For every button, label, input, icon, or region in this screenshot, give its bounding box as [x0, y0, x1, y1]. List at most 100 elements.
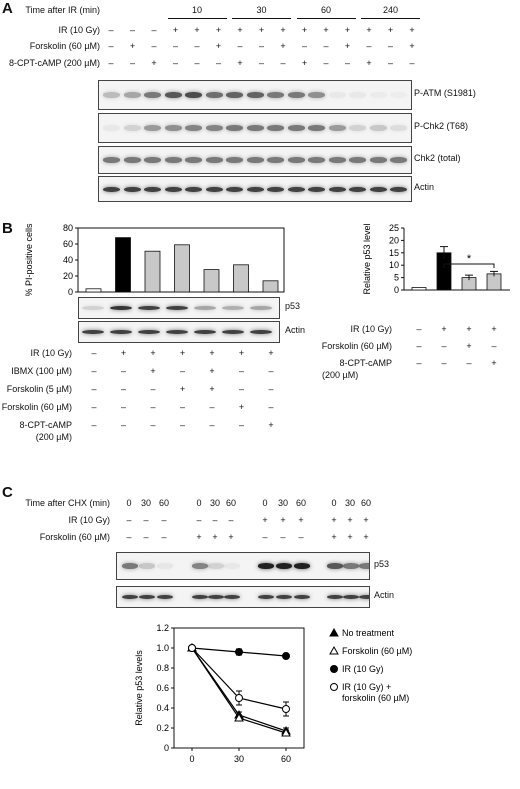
- panel-b-right-cell: –: [466, 358, 472, 368]
- blot-band: [185, 125, 202, 132]
- panel-a-cell: +: [280, 25, 286, 35]
- blot-band: [122, 563, 138, 570]
- panel-c-cell: –: [126, 532, 132, 542]
- x-tick-label: 30: [234, 754, 244, 764]
- panel-b-row-label: IBMX (100 µM): [11, 366, 72, 376]
- panel-c-cell: 30: [277, 498, 288, 508]
- panel-c-cell: +: [262, 515, 268, 525]
- panel-b-cell: –: [120, 402, 126, 412]
- panel-b-cell: –: [91, 348, 97, 358]
- x-tick-label: 60: [281, 754, 291, 764]
- panel-b-letter: B: [2, 220, 13, 237]
- y-tick-label: 0.6: [156, 683, 169, 693]
- panel-b-cell: –: [150, 402, 156, 412]
- panel-a-blot-label: P-ATM (S1981): [414, 88, 476, 98]
- series-marker: [329, 645, 339, 655]
- y-tick-label: 40: [63, 255, 73, 265]
- panel-b-cell: –: [268, 402, 274, 412]
- panel-a-cell: +: [301, 25, 308, 35]
- blot-band: [185, 92, 202, 99]
- panel-b-cell: –: [120, 420, 126, 430]
- pi-bar: [144, 250, 161, 293]
- panel-b-right-cell: –: [416, 358, 422, 368]
- panel-b-right-cell: –: [416, 324, 422, 334]
- significance-bracket: [443, 263, 495, 268]
- panel-a-cell: –: [151, 25, 157, 35]
- panel-a-cell: +: [344, 25, 351, 35]
- panel-c-cell: 60: [158, 498, 169, 508]
- panel-b-right-cell: +: [466, 341, 472, 351]
- panel-a-cell: –: [108, 41, 114, 51]
- blot-band: [390, 125, 407, 132]
- y-tick-label: 0: [394, 285, 399, 295]
- panel-b-cell: –: [209, 402, 215, 412]
- blot-band: [226, 157, 243, 164]
- panel-c-blot: [116, 586, 370, 608]
- blot-band: [226, 186, 243, 192]
- blot-band: [267, 186, 284, 192]
- panel-a-cell: –: [172, 41, 178, 51]
- panel-b-cell: –: [268, 384, 274, 394]
- panel-b-cell: –: [150, 420, 156, 430]
- panel-b-cell: –: [120, 366, 126, 376]
- panel-a-cell: –: [194, 58, 200, 68]
- panel-c-cell: +: [212, 532, 218, 542]
- blot-band: [166, 306, 188, 311]
- panel-b-cell: –: [120, 384, 126, 394]
- panel-a-cell: –: [258, 58, 264, 68]
- blot-band: [123, 186, 141, 192]
- legend-label: IR (10 Gy): [342, 664, 384, 674]
- y-tick-label: 5: [394, 273, 399, 283]
- blot-band: [208, 595, 224, 600]
- pi-bar: [174, 244, 190, 293]
- panel-a-cell: –: [387, 41, 393, 51]
- panel-a-cell: –: [108, 25, 114, 35]
- blot-band: [144, 186, 161, 192]
- panel-c-cell: +: [228, 532, 234, 542]
- panel-b-row-label: Forskolin (5 µM): [6, 384, 72, 394]
- blot-band: [369, 157, 387, 164]
- blot-band: [267, 157, 284, 164]
- panel-c-blot: [116, 552, 370, 580]
- blot-band: [103, 125, 120, 132]
- blot-band: [205, 125, 223, 132]
- blot-band: [139, 563, 155, 570]
- blot-band: [138, 330, 160, 335]
- blot-band: [369, 125, 387, 132]
- panel-c-cell: –: [161, 532, 167, 542]
- panel-c-cell: 60: [225, 498, 236, 508]
- y-tick-label: 60: [63, 239, 73, 249]
- panel-c-cell: –: [161, 515, 167, 525]
- panel-b-row-label-2: (200 µM): [35, 432, 72, 442]
- y-tick-label: 10: [389, 260, 399, 270]
- panel-a-cell: +: [258, 25, 265, 35]
- panel-b-cell: –: [91, 366, 97, 376]
- blot-band: [287, 186, 305, 192]
- y-tick-label: 0.8: [156, 663, 169, 673]
- blot-band: [343, 595, 359, 600]
- y-tick-label: 0: [164, 743, 169, 753]
- blot-band: [369, 186, 387, 192]
- blot-band: [369, 92, 387, 99]
- blot-band: [267, 125, 284, 132]
- panel-a-cell: +: [301, 58, 308, 68]
- panel-b-cell: +: [209, 384, 215, 394]
- panel-b-cell: +: [179, 348, 186, 358]
- p53-decay-line-chart: 0 0.2 0.4 0.6 0.8 1.0 1.2 0 30 60 Relative p53 lev…: [134, 623, 412, 764]
- blot-band: [349, 157, 366, 164]
- panel-b-right-cell: –: [491, 341, 497, 351]
- panel-a-blot: [98, 176, 412, 202]
- panel-a-cell: –: [237, 41, 243, 51]
- blot-band: [82, 306, 104, 311]
- blot-band: [328, 157, 346, 164]
- panel-b-cell: –: [91, 402, 97, 412]
- panel-b-cell: +: [268, 420, 274, 430]
- panel-a-time-bracket: [296, 18, 356, 19]
- blot-band: [359, 563, 369, 570]
- blot-band: [246, 92, 264, 99]
- blot-band: [390, 186, 407, 192]
- blot-band: [122, 595, 138, 600]
- y-tick-label: 1.0: [156, 643, 169, 653]
- panel-c-cell: –: [143, 532, 149, 542]
- blot-band: [327, 563, 343, 570]
